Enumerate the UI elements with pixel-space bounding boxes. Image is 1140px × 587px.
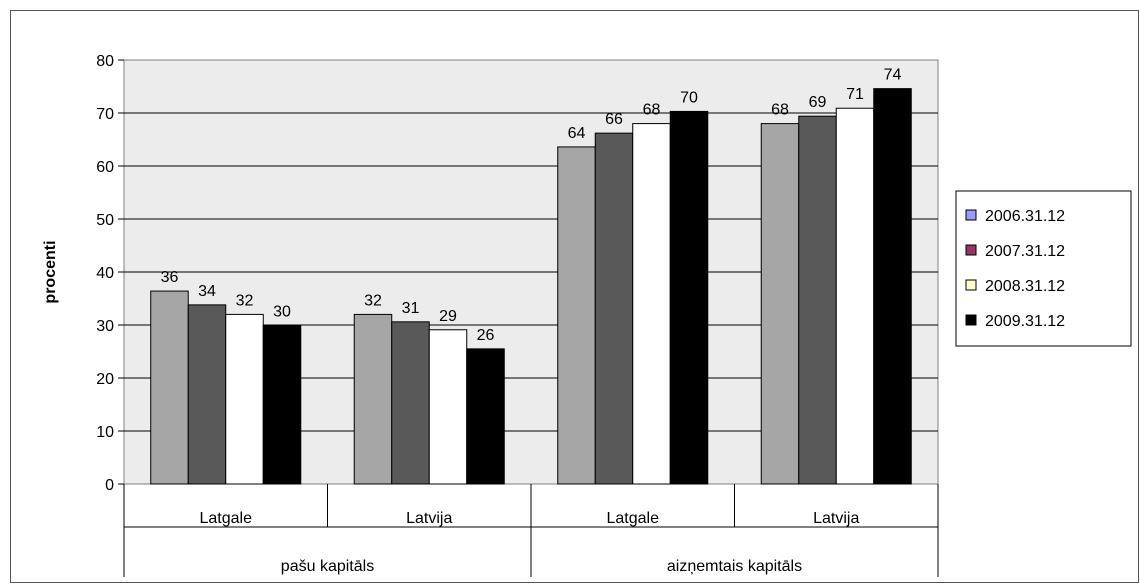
legend: 2006.31.12 2007.31.12 2008.31.12 2009.31.12 (965, 208, 1065, 330)
data-labels: 36 32 64 68 34 31 66 69 32 29 68 71 30 26 70 74 (161, 67, 902, 344)
data-label: 26 (477, 327, 495, 344)
bar (187, 304, 227, 485)
bar (391, 321, 430, 485)
x-group-label: aizņemtais kapitāls (667, 558, 802, 575)
bar (632, 123, 671, 485)
data-label: 31 (402, 300, 420, 317)
y-tick-label: 0 (105, 477, 114, 494)
bar (873, 88, 912, 485)
y-tick-label: 60 (96, 159, 114, 176)
x-category-label: Latgale (200, 510, 253, 527)
data-label: 64 (568, 125, 586, 142)
data-label: 30 (273, 304, 291, 321)
chart-frame: 0 10 20 30 40 50 60 70 80 36 32 64 68 34 31 66 69 32 29 68… (10, 10, 1139, 583)
y-axis-title: procenti (42, 240, 59, 303)
legend-label: 2009.31.12 (985, 313, 1065, 330)
bar (225, 313, 264, 485)
bar (798, 115, 837, 485)
bar (760, 123, 800, 485)
y-tick-label: 20 (96, 371, 114, 388)
x-group-label: pašu kapitāls (281, 558, 374, 575)
legend-label: 2008.31.12 (985, 278, 1065, 295)
y-tick-label: 50 (96, 212, 114, 229)
x-category-label: Latvija (406, 510, 452, 527)
y-tick-label: 70 (96, 106, 114, 123)
y-tick-label: 30 (96, 318, 114, 335)
data-label: 74 (884, 67, 902, 84)
data-label: 34 (198, 283, 216, 300)
legend-swatch (965, 244, 977, 256)
bar (557, 146, 596, 485)
y-tick-label: 10 (96, 424, 114, 441)
data-label: 32 (236, 292, 254, 309)
x-category-label: Latvija (813, 510, 859, 527)
data-label: 69 (809, 94, 827, 111)
legend-label: 2006.31.12 (985, 208, 1065, 225)
y-tick-label: 40 (96, 265, 114, 282)
y-tick-label: 80 (96, 53, 114, 70)
data-label: 66 (605, 111, 623, 128)
bar (594, 132, 634, 485)
legend-swatch (965, 314, 977, 326)
bar-chart: 0 10 20 30 40 50 60 70 80 36 32 64 68 34 31 66 69 32 29 68… (42, 53, 1132, 577)
bar (150, 290, 189, 485)
legend-box (955, 190, 1132, 347)
y-axis-ticks: 0 10 20 30 40 50 60 70 80 (96, 53, 124, 494)
legend-swatch (965, 279, 977, 291)
data-label: 29 (439, 308, 457, 325)
bars (150, 88, 912, 485)
data-label: 68 (643, 102, 661, 119)
x-axis: Latgale Latvija Latgale Latvija pašu kapitāl… (123, 484, 939, 577)
bar (835, 107, 875, 485)
x-category-label: Latgale (607, 510, 660, 527)
bar (466, 348, 505, 485)
data-label: 32 (364, 292, 382, 309)
data-label: 36 (161, 269, 179, 286)
data-label: 70 (680, 89, 698, 106)
bar (353, 313, 393, 485)
data-label: 71 (846, 86, 864, 103)
data-label: 68 (771, 102, 789, 119)
bar (262, 325, 302, 485)
legend-swatch (965, 209, 977, 221)
bar (669, 110, 709, 485)
bar (428, 329, 468, 485)
legend-label: 2007.31.12 (985, 243, 1065, 260)
